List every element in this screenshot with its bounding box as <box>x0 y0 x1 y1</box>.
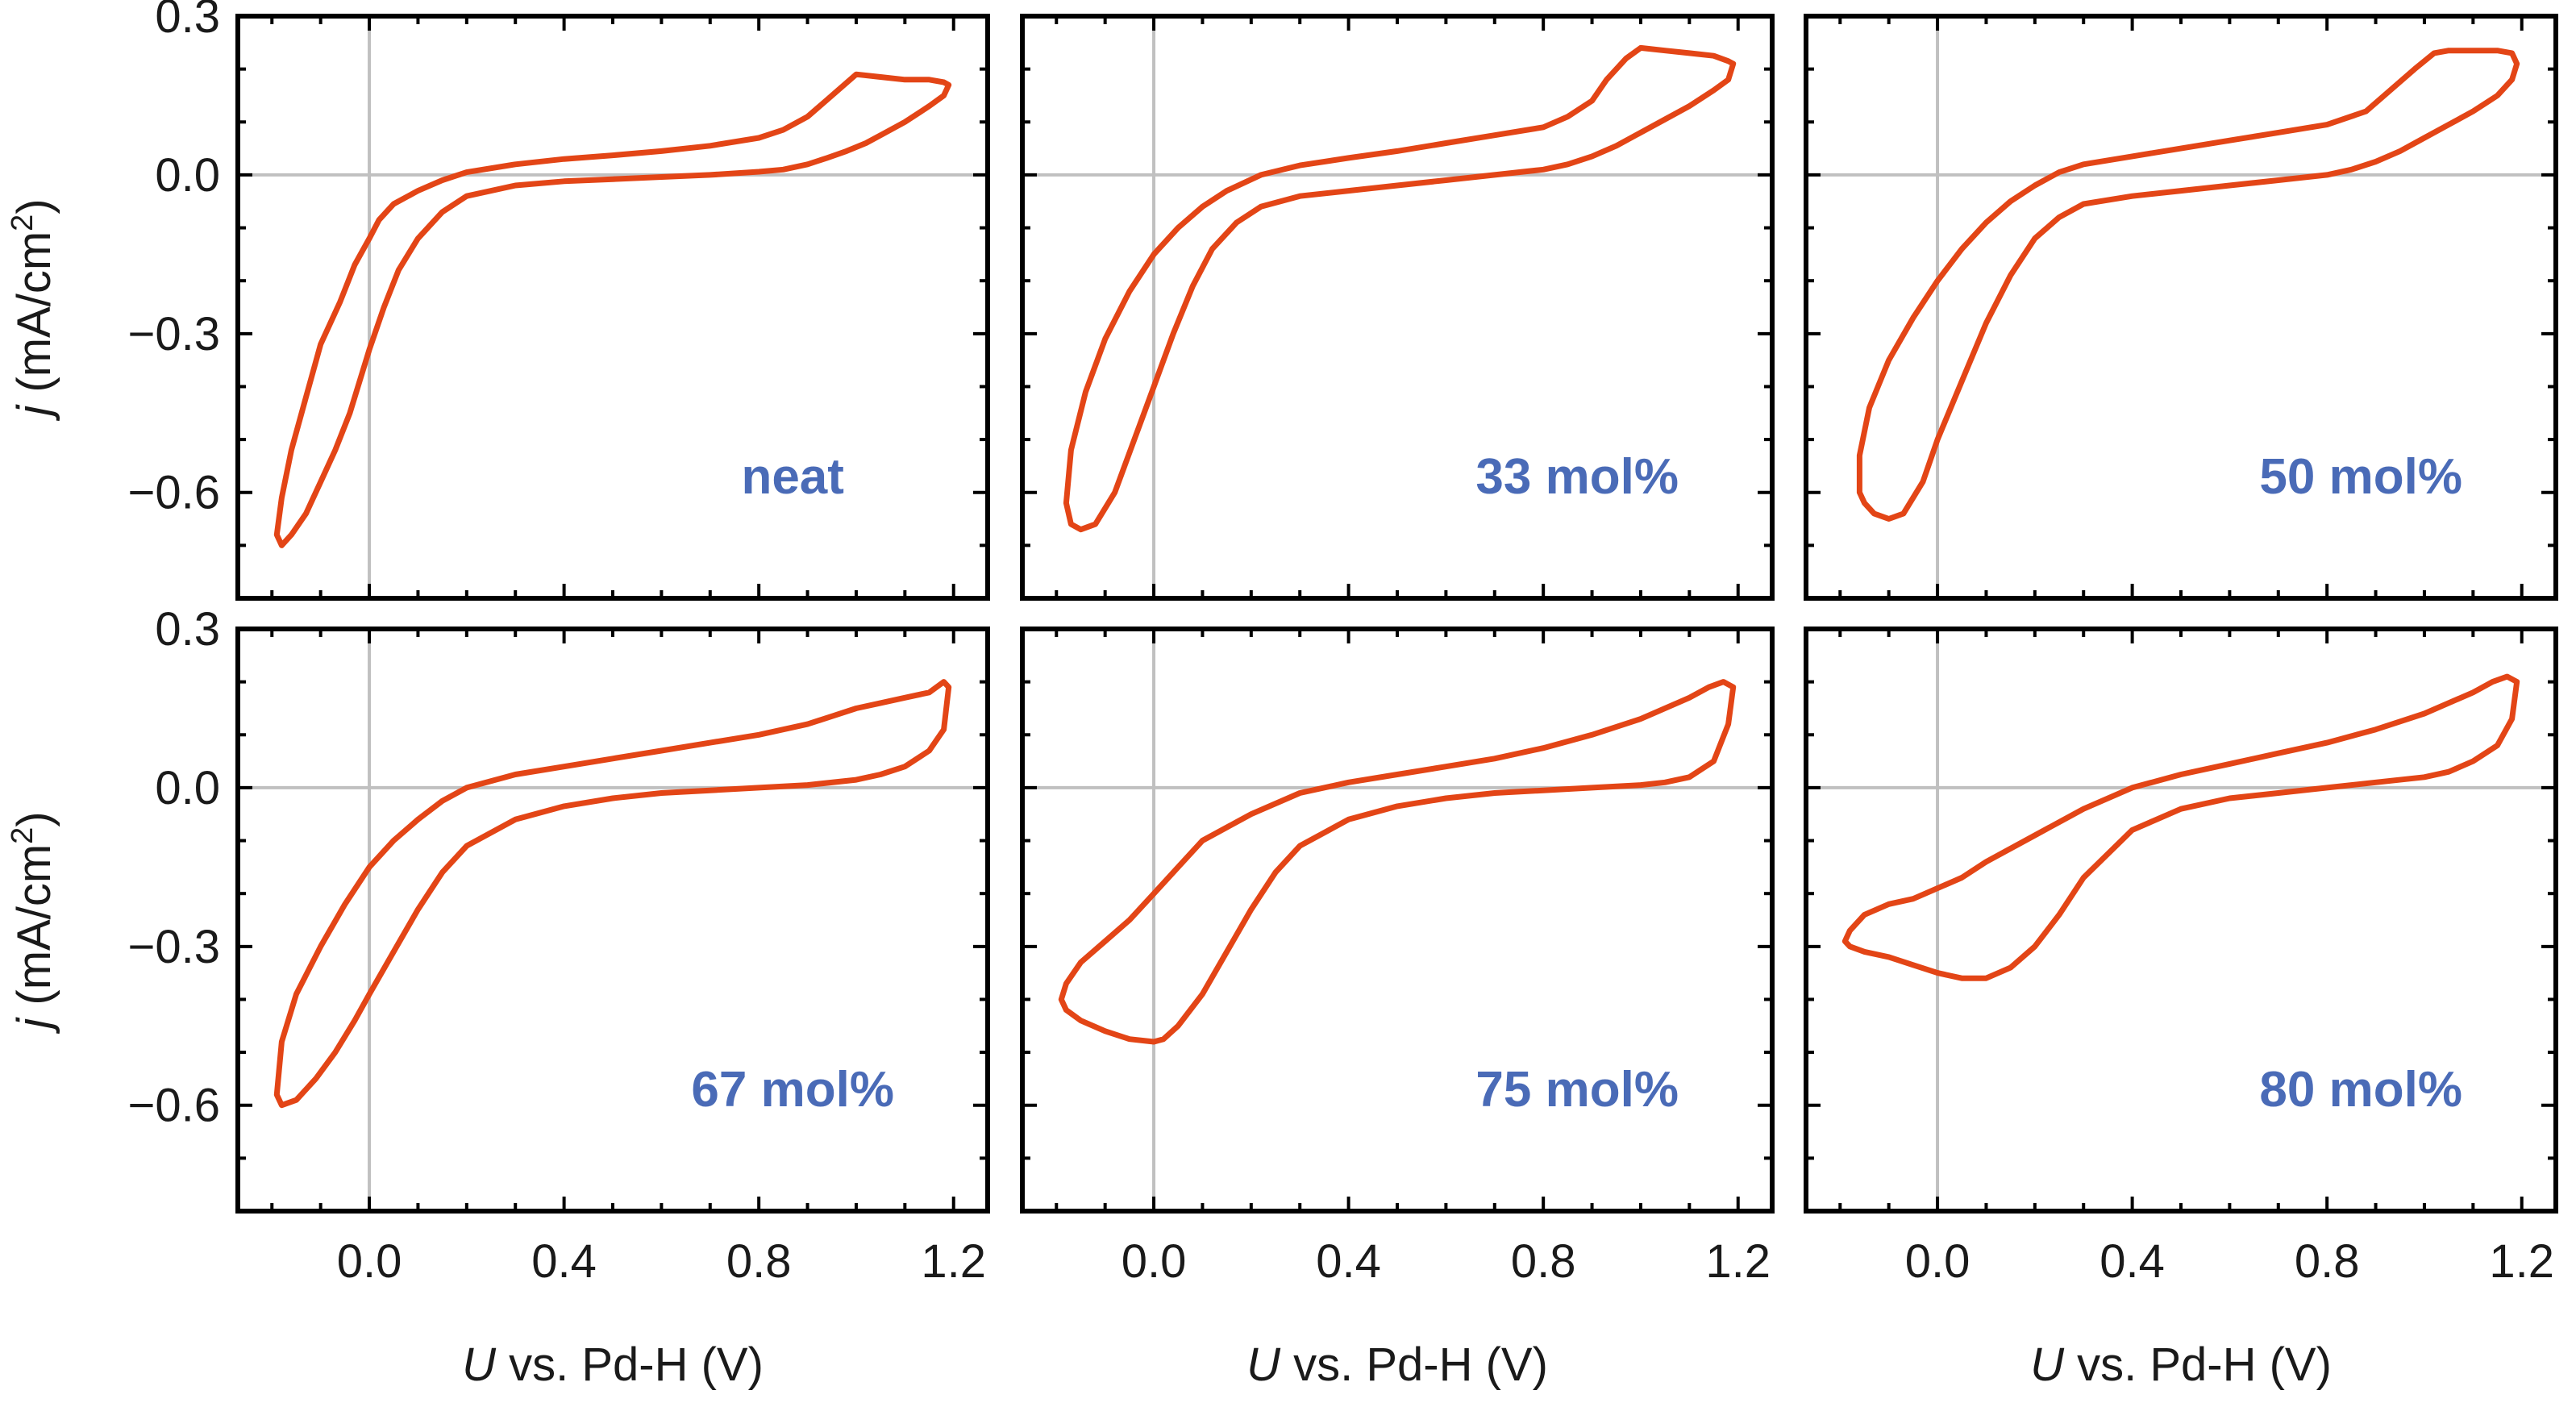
x-tick-label: 0.4 <box>531 1235 597 1288</box>
panel-2: 33 mol% <box>1020 14 1775 601</box>
x-axis-title: U vs. Pd-H (V) <box>1246 1338 1548 1391</box>
panel-label: neat <box>741 449 843 505</box>
y-tick-label: −0.6 <box>128 467 221 519</box>
y-axis-title: j (mA/cm2) <box>6 198 60 421</box>
y-tick-label: −0.6 <box>128 1080 221 1132</box>
plot-frame <box>235 627 990 1214</box>
x-tick-label: 1.2 <box>921 1235 986 1288</box>
y-tick-label: 0.0 <box>155 149 220 202</box>
x-axis-labels: U vs. Pd-H (V) U vs. Pd-H (V) U vs. Pd-H (… <box>462 1338 2332 1391</box>
x-axis-title-symbol: U <box>2030 1338 2065 1391</box>
panel-label: 80 mol% <box>2259 1062 2462 1118</box>
y-axis-title-close: ) <box>8 198 60 214</box>
y-axis-title-symbol: j <box>8 404 60 422</box>
x-axis-title-unit: vs. Pd-H (V) <box>1280 1338 1548 1391</box>
y-axis-labels: j (mA/cm2)j (mA/cm2) <box>6 198 60 1034</box>
y-axis-title-unit: (mA/cm <box>8 844 60 1018</box>
panel-6: 0.0 0.4 0.8 1.2 80 mol% <box>1804 627 2558 1288</box>
panel-1: 0.3 0.0 −0.3 −0.6 neat <box>128 0 990 601</box>
y-axis-title-unit: (mA/cm <box>8 231 60 406</box>
cv-curve-1 <box>273 71 952 548</box>
x-axis-title-symbol: U <box>1246 1338 1281 1391</box>
panel-label: 33 mol% <box>1475 449 1679 505</box>
x-tick-label: 0.4 <box>2100 1235 2165 1288</box>
x-tick-label: 0.4 <box>1316 1235 1381 1288</box>
cv-curve-6 <box>1841 673 2520 981</box>
cv-curve-3 <box>1856 48 2520 522</box>
panel-5: 0.0 0.4 0.8 1.2 75 mol% <box>1020 627 1775 1288</box>
x-tick-label: 0.8 <box>2295 1235 2360 1288</box>
y-axis-title-close: ) <box>8 811 60 826</box>
cv-curve-5 <box>1058 679 1737 1045</box>
x-axis-title-unit: vs. Pd-H (V) <box>2064 1338 2332 1391</box>
x-axis-title-unit: vs. Pd-H (V) <box>496 1338 764 1391</box>
y-axis-title-superscript: 2 <box>6 214 40 231</box>
y-axis-title-superscript: 2 <box>6 827 40 844</box>
y-tick-label: −0.3 <box>128 921 221 973</box>
y-axis-title: j (mA/cm2) <box>6 811 60 1034</box>
x-tick-label: 0.8 <box>1511 1235 1576 1288</box>
plot-frame <box>1020 14 1775 601</box>
y-axis-title-symbol: j <box>8 1017 60 1035</box>
panel-grid: 0.3 0.0 −0.3 −0.6 neat 33 mol% 50 mol% 0.3 0.0 −0… <box>128 0 2558 1288</box>
cv-curve-2 <box>1063 44 1737 533</box>
panel-label: 50 mol% <box>2259 449 2462 505</box>
x-tick-label: 0.0 <box>337 1235 402 1288</box>
y-tick-label: 0.3 <box>155 603 220 656</box>
x-axis-title: U vs. Pd-H (V) <box>462 1338 764 1391</box>
x-tick-label: 0.0 <box>1905 1235 1970 1288</box>
panel-label: 67 mol% <box>691 1062 894 1118</box>
y-tick-label: 0.3 <box>155 0 220 43</box>
x-tick-label: 1.2 <box>1705 1235 1771 1288</box>
y-tick-label: 0.0 <box>155 762 220 814</box>
plot-frame <box>235 14 990 601</box>
panel-4: 0.3 0.0 −0.3 −0.6 0.0 0.4 0.8 1.2 67 mol% <box>128 603 990 1288</box>
y-tick-label: −0.3 <box>128 308 221 360</box>
x-tick-label: 0.8 <box>726 1235 792 1288</box>
panel-label: 75 mol% <box>1475 1062 1679 1118</box>
plot-frame <box>1804 627 2558 1214</box>
plot-frame <box>1020 627 1775 1214</box>
x-axis-title: U vs. Pd-H (V) <box>2030 1338 2332 1391</box>
x-tick-label: 0.0 <box>1122 1235 1187 1288</box>
cv-curve-4 <box>273 679 952 1109</box>
panel-3: 50 mol% <box>1804 14 2558 601</box>
x-tick-label: 1.2 <box>2489 1235 2554 1288</box>
x-axis-title-symbol: U <box>462 1338 497 1391</box>
